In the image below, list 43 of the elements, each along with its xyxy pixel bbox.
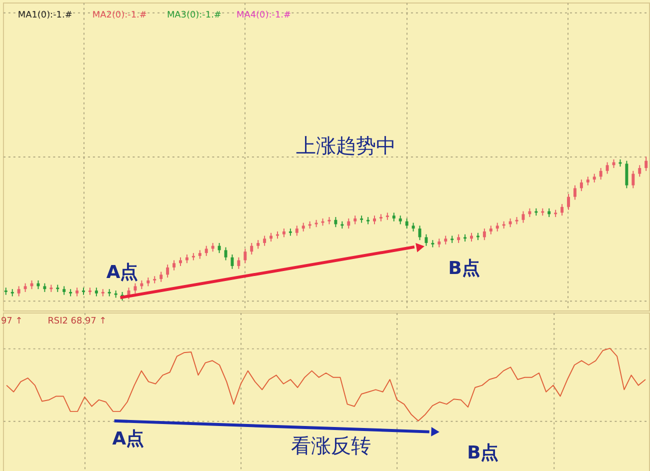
- candlestick: [580, 179, 583, 192]
- candlestick: [482, 228, 486, 241]
- text: B点: [467, 442, 499, 464]
- candlestick: [625, 160, 628, 189]
- text: 看涨反转: [291, 434, 372, 458]
- candlestick: [218, 242, 221, 254]
- candlestick: [599, 168, 602, 180]
- candlestick: [424, 234, 428, 246]
- candlestick: [250, 242, 254, 255]
- candlestick: [347, 218, 350, 230]
- candlestick: [166, 264, 170, 278]
- candlestick: [606, 162, 609, 174]
- candlestick: [405, 218, 408, 230]
- candlestick: [244, 248, 247, 264]
- candlestick: [295, 225, 298, 236]
- text: MA4(0):-1.#: [236, 10, 291, 20]
- text: A点: [112, 428, 144, 450]
- candlestick: [573, 184, 576, 200]
- candlestick: [632, 170, 635, 189]
- annotation: B点: [448, 258, 480, 279]
- candlestick: [230, 254, 234, 270]
- text: 97 ↑: [0, 316, 23, 326]
- candlestick: [17, 286, 20, 297]
- annotation: 上涨趋势中: [296, 134, 396, 158]
- text: RSI2 68.97 ↑: [48, 316, 107, 326]
- text: MA1(0):-1.#: [18, 10, 72, 20]
- candlestick: [263, 235, 266, 246]
- candlestick: [237, 256, 240, 270]
- candlestick: [172, 260, 176, 271]
- text: MA3(0):-1.#: [166, 10, 222, 20]
- candlestick: [644, 156, 648, 172]
- candlestick: [204, 245, 208, 256]
- candlestick: [224, 246, 228, 261]
- candlestick: [418, 225, 422, 241]
- annotation: A点: [106, 262, 138, 283]
- candlestick: [638, 164, 642, 178]
- candlestick: [134, 282, 137, 294]
- candlestick: [334, 216, 338, 228]
- candlestick: [522, 210, 525, 224]
- candlestick: [560, 204, 564, 216]
- candlestick: [567, 193, 570, 210]
- text: MA2(0):-1.#: [92, 10, 147, 20]
- candlestick: [160, 271, 163, 282]
